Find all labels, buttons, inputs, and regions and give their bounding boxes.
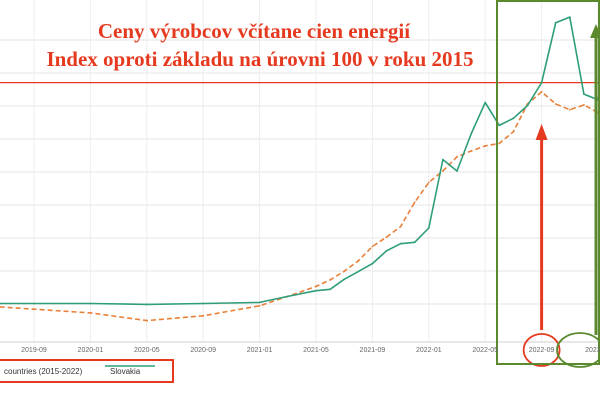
marker-ellipse [522, 333, 561, 367]
data-point [512, 117, 515, 120]
data-point [343, 278, 346, 281]
data-point [540, 90, 543, 93]
data-point [89, 312, 92, 314]
data-point [484, 145, 487, 147]
data-point [442, 170, 444, 172]
x-tick-label: 2021-01 [247, 347, 273, 354]
data-point [456, 155, 458, 158]
data-point [583, 104, 585, 106]
x-tick-label: 2021-09 [360, 347, 386, 354]
series-lines [0, 16, 600, 322]
data-point [540, 81, 543, 84]
data-point [371, 245, 374, 248]
data-point [399, 225, 402, 228]
grid [0, 0, 600, 343]
x-tick-label: 2022-09 [529, 347, 555, 354]
data-point [583, 93, 585, 95]
data-point [498, 142, 501, 145]
x-tick-label: 2019-09 [21, 347, 47, 354]
data-point [526, 104, 529, 107]
data-point [33, 308, 35, 311]
data-point [413, 201, 416, 204]
data-point [427, 181, 430, 184]
data-point [371, 262, 374, 265]
data-point [258, 304, 261, 307]
marker-ellipse [556, 332, 600, 368]
legend: countries (2015-2022) Slovakia [0, 359, 174, 383]
data-point [357, 270, 360, 273]
x-tick-label: 2020-09 [190, 347, 216, 354]
legend-label: Slovakia [110, 367, 141, 376]
data-point [456, 170, 458, 172]
data-point [399, 242, 402, 245]
data-point [202, 314, 205, 317]
data-point [568, 16, 571, 18]
marker-arrow-head [590, 24, 600, 38]
data-point [413, 241, 416, 244]
marker-box [496, 0, 600, 365]
data-point [329, 288, 331, 291]
data-point [315, 285, 317, 288]
legend-box [0, 359, 174, 383]
data-point [385, 236, 388, 239]
x-tick-label: 2022-05 [472, 347, 498, 354]
legend-label: countries (2015-2022) [4, 367, 83, 376]
data-point [470, 133, 472, 135]
x-tick-label: 2022-01 [416, 347, 442, 354]
data-point [442, 158, 444, 161]
data-point [33, 302, 35, 305]
marker-arrow-head [535, 124, 548, 140]
data-point [385, 249, 388, 252]
data-point [357, 259, 360, 262]
x-tick-label: 2020-01 [78, 347, 104, 354]
data-point [145, 319, 148, 322]
x-tick-label: 2020-05 [134, 347, 160, 354]
data-point [343, 270, 346, 273]
markers [496, 0, 600, 368]
data-point [427, 227, 430, 229]
chart-subtitle: Index oproti základu na úrovni 100 v rok… [46, 47, 474, 71]
data-point [554, 103, 557, 105]
data-point [512, 130, 515, 133]
data-point [258, 301, 261, 304]
data-point [315, 289, 317, 292]
data-point [470, 150, 472, 152]
x-axis-ticks: 2019-09 2020-01 2020-05 2020-09 2021-01 2021-… [21, 347, 600, 354]
data-point [286, 295, 289, 298]
x-tick-label: 2023-01 [585, 347, 600, 354]
data-point [329, 279, 331, 281]
x-tick-label: 2021-05 [303, 347, 329, 354]
data-point [568, 108, 571, 111]
data-point [484, 101, 487, 104]
data-point [554, 21, 557, 24]
data-point [202, 302, 205, 305]
data-point [89, 302, 92, 305]
chart-title: Ceny výrobcov včítane cien energií [97, 19, 411, 43]
data-point [145, 303, 148, 306]
data-point [498, 124, 501, 127]
